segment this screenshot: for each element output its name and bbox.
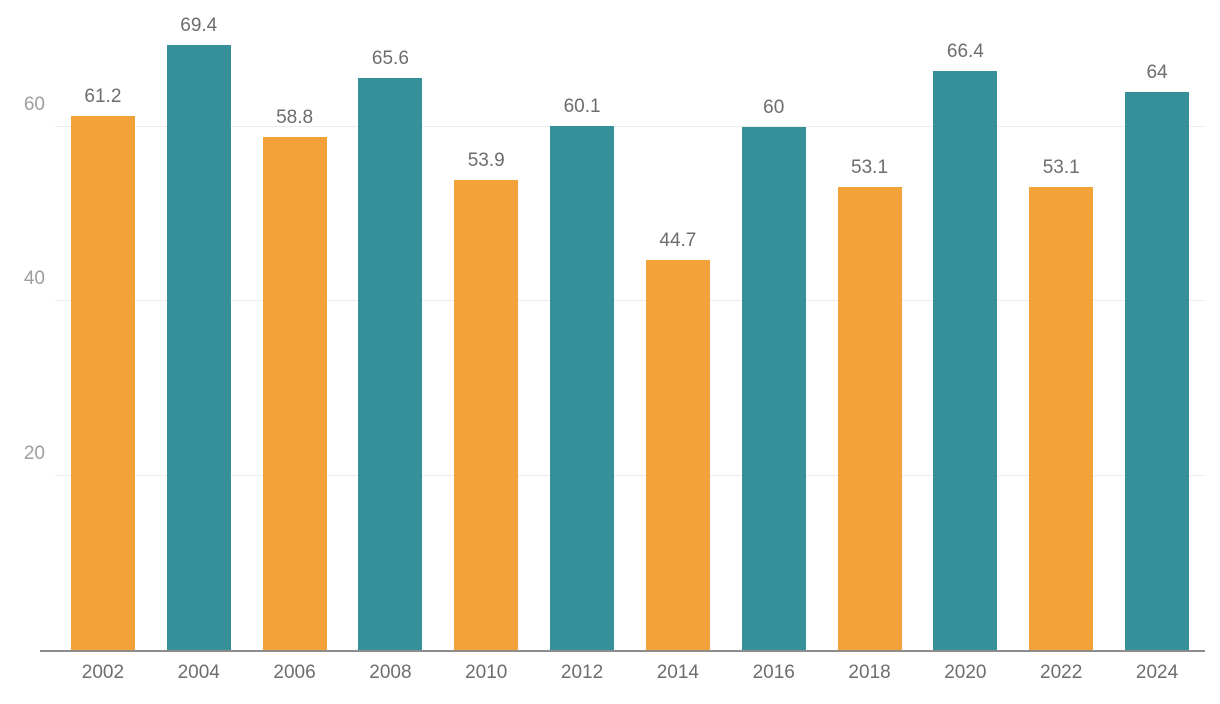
bar-2014 bbox=[645, 260, 710, 650]
bar-2020 bbox=[933, 71, 998, 650]
value-label-2020: 66.4 bbox=[946, 41, 984, 63]
bar-2012 bbox=[550, 125, 615, 650]
bar-2024 bbox=[1125, 91, 1190, 650]
x-tick-label-2010: 2010 bbox=[465, 662, 508, 683]
bar-column-2020: 66.4 bbox=[917, 10, 1013, 650]
value-label-2006: 58.8 bbox=[276, 107, 314, 129]
bar-column-2006: 58.8 bbox=[247, 10, 343, 650]
bar-column-2012: 60.1 bbox=[534, 10, 630, 650]
bars-container: 61.2 69.4 58.8 65.6 53.9 60.1 44.7 60 53.1 66.4 53… bbox=[55, 10, 1205, 650]
bar-2008 bbox=[358, 78, 423, 650]
bar-column-2014: 44.7 bbox=[630, 10, 726, 650]
bar-column-2016: 60 bbox=[726, 10, 822, 650]
value-label-2018: 53.1 bbox=[851, 157, 889, 179]
bar-column-2024: 64 bbox=[1109, 10, 1205, 650]
x-tick-label-2020: 2020 bbox=[944, 662, 987, 683]
bar-column-2008: 65.6 bbox=[342, 10, 438, 650]
x-tick-label-2022: 2022 bbox=[1040, 662, 1083, 683]
x-tick-label-2016: 2016 bbox=[752, 662, 795, 683]
x-tick-label-2018: 2018 bbox=[848, 662, 891, 683]
x-tick-label-2004: 2004 bbox=[177, 662, 220, 683]
bar-2006 bbox=[262, 137, 327, 650]
bar-column-2002: 61.2 bbox=[55, 10, 151, 650]
x-tick-label-2006: 2006 bbox=[273, 662, 316, 683]
value-label-2016: 60 bbox=[763, 96, 785, 118]
x-tick-label-2014: 2014 bbox=[656, 662, 700, 683]
bar-2004 bbox=[166, 44, 231, 650]
gridline-40 bbox=[55, 300, 1205, 302]
value-label-2002: 61.2 bbox=[84, 86, 122, 108]
y-tick-label-60: 60 bbox=[23, 93, 45, 115]
value-label-2024: 64 bbox=[1146, 61, 1168, 83]
value-label-2012: 60.1 bbox=[563, 95, 601, 117]
x-tick-label-2024: 2024 bbox=[1135, 662, 1179, 683]
y-tick-label-40: 40 bbox=[23, 268, 45, 290]
x-axis-line bbox=[40, 650, 1205, 652]
bar-2016 bbox=[741, 126, 806, 650]
value-label-2004: 69.4 bbox=[180, 14, 218, 36]
x-axis-labels: 2002 2004 2006 2008 2010 2012 2014 2016 2018 2020… bbox=[55, 662, 1205, 684]
bar-column-2018: 53.1 bbox=[822, 10, 918, 650]
x-tick-label-2002: 2002 bbox=[81, 662, 125, 683]
gridline-60 bbox=[55, 125, 1205, 127]
value-label-2010: 53.9 bbox=[467, 150, 505, 172]
value-label-2022: 53.1 bbox=[1042, 157, 1080, 179]
bar-column-2010: 53.9 bbox=[438, 10, 534, 650]
value-label-2008: 65.6 bbox=[371, 48, 409, 70]
x-tick-label-2008: 2008 bbox=[369, 662, 412, 683]
y-tick-label-20: 20 bbox=[23, 442, 45, 464]
bar-column-2022: 53.1 bbox=[1013, 10, 1109, 650]
x-tick-label-2012: 2012 bbox=[560, 662, 604, 683]
value-label-2014: 44.7 bbox=[659, 230, 697, 252]
bar-2002 bbox=[70, 116, 135, 650]
gridline-20 bbox=[55, 474, 1205, 476]
bar-2010 bbox=[454, 180, 519, 650]
plot-area: 20 40 60 61.2 69.4 58.8 65.6 53.9 60.1 44.7 60 53.1… bbox=[24, 10, 1205, 650]
bar-column-2004: 69.4 bbox=[151, 10, 247, 650]
bar-2018 bbox=[837, 187, 902, 650]
bar-2022 bbox=[1029, 187, 1094, 650]
